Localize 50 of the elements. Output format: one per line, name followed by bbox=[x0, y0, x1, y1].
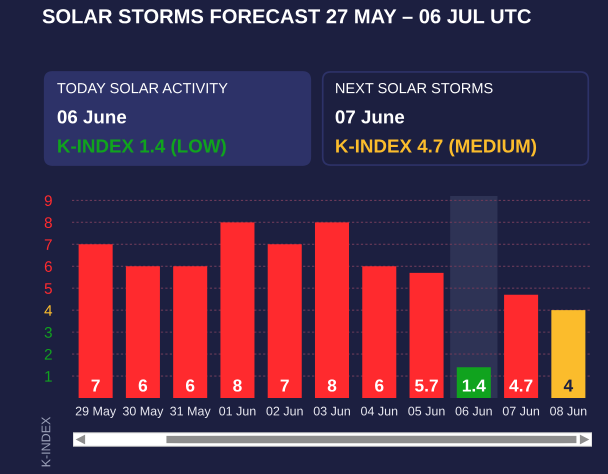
data-label: 1.4 bbox=[462, 380, 486, 392]
bar bbox=[410, 272, 444, 398]
data-label: 8 bbox=[233, 379, 242, 392]
text: 07 June bbox=[336, 110, 404, 124]
x-tick-label: 07 Jun bbox=[502, 406, 540, 416]
data-label: 4 bbox=[564, 380, 574, 392]
text: K-INDEX 4.7 (MEDIUM) bbox=[336, 138, 536, 156]
x-tick-label: 30 May bbox=[122, 406, 164, 418]
y-axis-title: K-INDEX bbox=[42, 416, 50, 466]
bar bbox=[220, 222, 254, 398]
chart-title: SOLAR STORMS FORECAST 27 MAY – 06 JUL UTC bbox=[42, 9, 531, 24]
y-tick-label: 1 bbox=[45, 371, 52, 382]
data-label: 7 bbox=[92, 380, 100, 392]
y-tick-label: 9 bbox=[44, 195, 52, 206]
x-tick-label: 06 Jun bbox=[456, 406, 492, 416]
bar bbox=[78, 244, 113, 398]
x-tick-label: 03 Jun bbox=[314, 406, 350, 416]
data-label: 6 bbox=[375, 379, 384, 392]
bar bbox=[268, 244, 302, 398]
bar bbox=[551, 310, 586, 398]
x-tick-label: 01 Jun bbox=[219, 406, 256, 416]
y-tick-label: 4 bbox=[44, 305, 52, 316]
text: 06 June bbox=[58, 110, 126, 124]
bar bbox=[173, 266, 208, 398]
x-tick-label: 04 Jun bbox=[360, 406, 398, 416]
x-tick-label: 08 Jun bbox=[550, 406, 586, 416]
text: K-INDEX 1.4 (LOW) bbox=[58, 138, 226, 156]
y-tick-label: 8 bbox=[44, 217, 52, 228]
text: NEXT SOLAR STORMS bbox=[336, 82, 493, 94]
y-tick-label: 5 bbox=[44, 283, 52, 294]
bar bbox=[504, 294, 538, 398]
y-tick-label: 3 bbox=[44, 327, 52, 338]
bar bbox=[126, 266, 160, 398]
y-tick-label: 7 bbox=[44, 239, 52, 250]
x-tick-label: 29 May bbox=[76, 406, 116, 418]
x-tick-label: 05 Jun bbox=[408, 406, 444, 416]
y-tick-label: 2 bbox=[44, 348, 52, 360]
data-label: 7 bbox=[280, 380, 289, 392]
data-label: 6 bbox=[186, 379, 194, 392]
data-label: 6 bbox=[138, 379, 148, 392]
data-label: 4.7 bbox=[509, 380, 532, 392]
bar bbox=[314, 222, 350, 398]
x-tick-label: 02 Jun bbox=[266, 406, 303, 416]
data-label: 8 bbox=[328, 379, 336, 392]
bar bbox=[456, 367, 491, 398]
x-tick-label: 31 May bbox=[170, 406, 211, 418]
data-label: 5.7 bbox=[415, 380, 438, 392]
y-tick-label: 6 bbox=[44, 261, 52, 272]
bar bbox=[362, 266, 396, 398]
text: TODAY SOLAR ACTIVITY bbox=[57, 82, 228, 94]
